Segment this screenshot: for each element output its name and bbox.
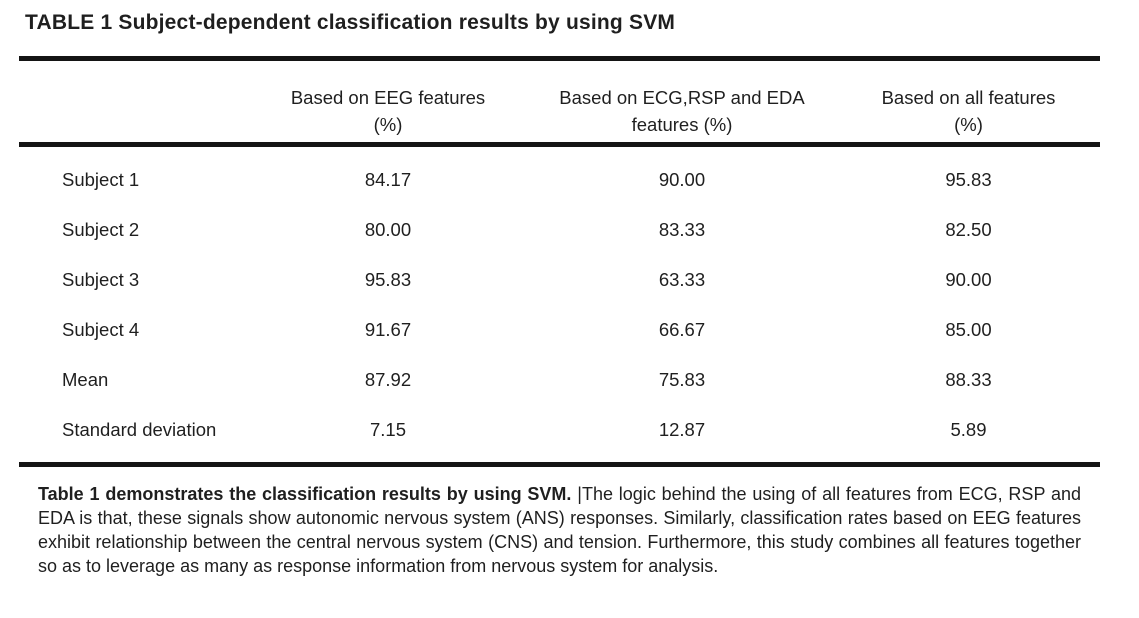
row-label: Subject 4 (62, 319, 140, 340)
header-col-eeg-line2: (%) (373, 114, 403, 135)
cell-value: 91.67 (364, 319, 412, 340)
table-row: Subject 2 80.00 83.33 82.50 (19, 205, 1100, 255)
header-col-all-line2: (%) (954, 114, 983, 135)
table-title: TABLE 1 Subject-dependent classification… (25, 11, 676, 34)
cell-value: 84.17 (364, 169, 412, 190)
cell-value: 63.33 (658, 269, 706, 290)
table-row: Standard deviation 7.15 12.87 5.89 (19, 405, 1100, 455)
row-label: Subject 1 (62, 169, 140, 190)
cell-value: 87.92 (364, 369, 412, 390)
row-label: Subject 3 (62, 269, 140, 290)
cell-value: 5.89 (950, 419, 987, 440)
row-label: Standard deviation (62, 419, 217, 440)
header-col-eeg-line1: Based on EEG features (290, 87, 486, 108)
header-col-all-line1: Based on all features (881, 87, 1056, 108)
cell-value: 83.33 (658, 219, 706, 240)
header-col-all: Based on all features (%) (837, 84, 1100, 138)
results-table: Subject 1 84.17 90.00 95.83 Subject 2 80… (19, 155, 1100, 455)
cell-value: 88.33 (945, 369, 992, 390)
table-header-row: Based on EEG features (%) Based on ECG,R… (19, 84, 1100, 138)
table-rule-top (19, 56, 1100, 61)
cell-value: 95.83 (945, 169, 992, 190)
cell-value: 80.00 (364, 219, 412, 240)
cell-value: 82.50 (945, 219, 992, 240)
table-row: Subject 3 95.83 63.33 90.00 (19, 255, 1100, 305)
cell-value: 90.00 (658, 169, 706, 190)
table-row: Subject 1 84.17 90.00 95.83 (19, 155, 1100, 205)
cell-value: 66.67 (658, 319, 706, 340)
header-col-eeg: Based on EEG features (%) (249, 84, 527, 138)
header-col-ecg-rsp-eda-line2: features (%) (631, 114, 733, 135)
cell-value: 12.87 (658, 419, 706, 440)
caption-body: The logic behind the using of all featur… (38, 484, 1081, 576)
table-rule-header-bottom (19, 142, 1100, 147)
header-col-ecg-rsp-eda-line1: Based on ECG,RSP and EDA (559, 87, 805, 108)
row-label: Subject 2 (62, 219, 140, 240)
cell-value: 75.83 (658, 369, 706, 390)
header-spacer (19, 84, 249, 138)
caption-lead: Table 1 demonstrates the classification … (38, 484, 572, 504)
table-rule-bottom (19, 462, 1100, 467)
cell-value: 7.15 (369, 419, 406, 440)
table-row: Subject 4 91.67 66.67 85.00 (19, 305, 1100, 355)
cell-value: 90.00 (945, 269, 992, 290)
text-cursor: | (577, 484, 582, 504)
table-row: Mean 87.92 75.83 88.33 (19, 355, 1100, 405)
caption-text[interactable]: Table 1 demonstrates the classification … (38, 482, 1081, 578)
row-label: Mean (62, 369, 109, 390)
header-col-ecg-rsp-eda: Based on ECG,RSP and EDA features (%) (527, 84, 837, 138)
cell-value: 95.83 (364, 269, 412, 290)
cell-value: 85.00 (945, 319, 992, 340)
